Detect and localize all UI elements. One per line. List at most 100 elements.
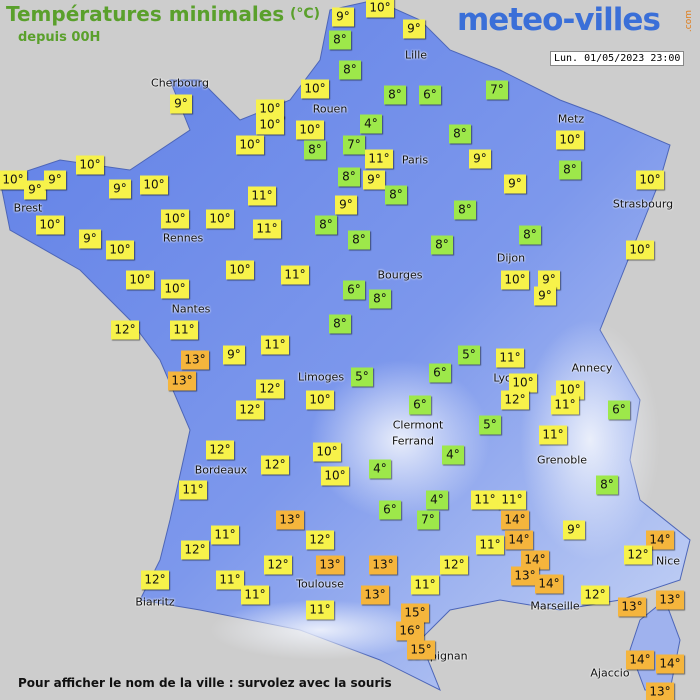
temperature-label[interactable]: 9° xyxy=(469,149,491,169)
temperature-label[interactable]: 11° xyxy=(306,600,334,620)
temperature-label[interactable]: 8° xyxy=(329,30,351,50)
temperature-label[interactable]: 10° xyxy=(0,170,27,190)
temperature-label[interactable]: 11° xyxy=(216,570,244,590)
temperature-label[interactable]: 6° xyxy=(608,400,630,420)
temperature-label[interactable]: 13° xyxy=(361,585,389,605)
temperature-label[interactable]: 8° xyxy=(519,225,541,245)
temperature-label[interactable]: 10° xyxy=(126,270,154,290)
temperature-label[interactable]: 10° xyxy=(509,373,537,393)
temperature-label[interactable]: 12° xyxy=(261,455,289,475)
temperature-label[interactable]: 12° xyxy=(236,400,264,420)
temperature-label[interactable]: 15° xyxy=(407,640,435,660)
temperature-label[interactable]: 12° xyxy=(206,440,234,460)
temperature-label[interactable]: 10° xyxy=(226,260,254,280)
temperature-label[interactable]: 12° xyxy=(141,570,169,590)
temperature-label[interactable]: 15° xyxy=(401,603,429,623)
temperature-label[interactable]: 10° xyxy=(236,135,264,155)
temperature-label[interactable]: 9° xyxy=(332,7,354,27)
temperature-label[interactable]: 11° xyxy=(539,425,567,445)
temperature-label[interactable]: 13° xyxy=(168,371,196,391)
temperature-label[interactable]: 11° xyxy=(253,219,281,239)
temperature-label[interactable]: 8° xyxy=(596,475,618,495)
temperature-label[interactable]: 11° xyxy=(179,480,207,500)
temperature-label[interactable]: 11° xyxy=(476,535,504,555)
temperature-label[interactable]: 14° xyxy=(646,530,674,550)
temperature-label[interactable]: 11° xyxy=(365,149,393,169)
temperature-label[interactable]: 12° xyxy=(256,379,284,399)
temperature-label[interactable]: 8° xyxy=(384,85,406,105)
temperature-label[interactable]: 14° xyxy=(505,530,533,550)
temperature-label[interactable]: 8° xyxy=(454,200,476,220)
temperature-label[interactable]: 10° xyxy=(256,99,284,119)
temperature-label[interactable]: 8° xyxy=(339,60,361,80)
temperature-label[interactable]: 9° xyxy=(223,345,245,365)
temperature-label[interactable]: 8° xyxy=(449,124,471,144)
temperature-label[interactable]: 11° xyxy=(261,335,289,355)
temperature-label[interactable]: 9° xyxy=(563,520,585,540)
temperature-label[interactable]: 6° xyxy=(429,363,451,383)
temperature-label[interactable]: 14° xyxy=(535,574,563,594)
temperature-label[interactable]: 8° xyxy=(369,289,391,309)
temperature-label[interactable]: 11° xyxy=(241,585,269,605)
temperature-label[interactable]: 11° xyxy=(281,265,309,285)
temperature-label[interactable]: 10° xyxy=(366,0,394,18)
temperature-label[interactable]: 9° xyxy=(403,19,425,39)
temperature-label[interactable]: 9° xyxy=(363,170,385,190)
temperature-label[interactable]: 9° xyxy=(170,94,192,114)
temperature-label[interactable]: 10° xyxy=(313,442,341,462)
temperature-label[interactable]: 9° xyxy=(109,179,131,199)
temperature-label[interactable]: 13° xyxy=(369,555,397,575)
temperature-label[interactable]: 11° xyxy=(498,490,526,510)
temperature-label[interactable]: 8° xyxy=(304,140,326,160)
temperature-label[interactable]: 9° xyxy=(538,270,560,290)
temperature-label[interactable]: 8° xyxy=(329,314,351,334)
temperature-label[interactable]: 12° xyxy=(306,530,334,550)
temperature-label[interactable]: 10° xyxy=(76,155,104,175)
temperature-label[interactable]: 9° xyxy=(24,180,46,200)
temperature-label[interactable]: 4° xyxy=(369,459,391,479)
temperature-label[interactable]: 12° xyxy=(111,320,139,340)
temperature-label[interactable]: 6° xyxy=(419,85,441,105)
temperature-label[interactable]: 10° xyxy=(636,170,664,190)
temperature-label[interactable]: 13° xyxy=(316,555,344,575)
temperature-label[interactable]: 9° xyxy=(534,286,556,306)
temperature-label[interactable]: 11° xyxy=(248,186,276,206)
temperature-label[interactable]: 14° xyxy=(501,510,529,530)
temperature-label[interactable]: 10° xyxy=(206,209,234,229)
temperature-label[interactable]: 12° xyxy=(581,585,609,605)
temperature-label[interactable]: 12° xyxy=(264,555,292,575)
temperature-label[interactable]: 6° xyxy=(379,500,401,520)
temperature-label[interactable]: 10° xyxy=(256,115,284,135)
temperature-label[interactable]: 13° xyxy=(618,597,646,617)
temperature-label[interactable]: 10° xyxy=(140,175,168,195)
temperature-label[interactable]: 13° xyxy=(181,350,209,370)
temperature-label[interactable]: 12° xyxy=(440,555,468,575)
temperature-label[interactable]: 8° xyxy=(348,230,370,250)
temperature-label[interactable]: 14° xyxy=(626,650,654,670)
temperature-label[interactable]: 12° xyxy=(624,545,652,565)
temperature-label[interactable]: 10° xyxy=(306,390,334,410)
temperature-label[interactable]: 11° xyxy=(211,525,239,545)
temperature-label[interactable]: 8° xyxy=(559,160,581,180)
temperature-label[interactable]: 10° xyxy=(626,240,654,260)
temperature-label[interactable]: 12° xyxy=(181,540,209,560)
temperature-label[interactable]: 12° xyxy=(501,390,529,410)
temperature-label[interactable]: 11° xyxy=(496,348,524,368)
temperature-label[interactable]: 9° xyxy=(44,170,66,190)
temperature-label[interactable]: 10° xyxy=(36,215,64,235)
temperature-label[interactable]: 14° xyxy=(656,654,684,674)
temperature-label[interactable]: 13° xyxy=(511,566,539,586)
temperature-label[interactable]: 5° xyxy=(351,367,373,387)
temperature-label[interactable]: 8° xyxy=(431,235,453,255)
temperature-label[interactable]: 7° xyxy=(417,510,439,530)
temperature-label[interactable]: 7° xyxy=(343,135,365,155)
temperature-label[interactable]: 8° xyxy=(338,167,360,187)
temperature-label[interactable]: 11° xyxy=(170,320,198,340)
temperature-label[interactable]: 5° xyxy=(479,415,501,435)
temperature-label[interactable]: 10° xyxy=(501,270,529,290)
temperature-label[interactable]: 7° xyxy=(486,80,508,100)
temperature-label[interactable]: 10° xyxy=(556,380,584,400)
temperature-label[interactable]: 14° xyxy=(521,550,549,570)
temperature-label[interactable]: 10° xyxy=(106,240,134,260)
temperature-label[interactable]: 16° xyxy=(396,621,424,641)
